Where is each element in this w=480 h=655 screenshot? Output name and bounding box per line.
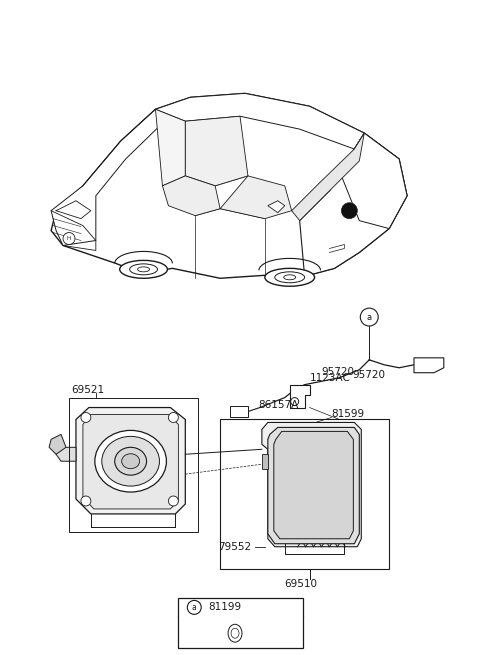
Circle shape	[168, 496, 179, 506]
Circle shape	[187, 601, 201, 614]
Ellipse shape	[265, 269, 314, 286]
Bar	[220, 419, 389, 569]
Polygon shape	[262, 455, 268, 469]
Polygon shape	[414, 358, 444, 373]
Circle shape	[168, 413, 179, 422]
Circle shape	[81, 413, 91, 422]
Text: 95720: 95720	[353, 369, 386, 380]
Bar	[69, 398, 198, 532]
Text: H: H	[67, 236, 71, 241]
Text: 95720: 95720	[321, 367, 354, 377]
Ellipse shape	[231, 628, 239, 638]
Polygon shape	[51, 109, 162, 246]
Polygon shape	[185, 116, 248, 186]
Ellipse shape	[228, 624, 242, 642]
Ellipse shape	[120, 261, 168, 278]
Ellipse shape	[115, 447, 146, 475]
Polygon shape	[51, 94, 407, 280]
Circle shape	[341, 203, 357, 219]
Ellipse shape	[138, 267, 150, 272]
Text: 86157A: 86157A	[258, 400, 298, 409]
Polygon shape	[262, 422, 361, 547]
Text: 1123AC: 1123AC	[310, 373, 350, 383]
Polygon shape	[300, 133, 407, 276]
Polygon shape	[76, 407, 185, 514]
Text: 69521: 69521	[71, 384, 104, 395]
Polygon shape	[230, 405, 248, 417]
Ellipse shape	[284, 275, 296, 280]
Polygon shape	[56, 447, 76, 461]
Bar	[179, 599, 302, 648]
Circle shape	[63, 233, 75, 244]
Circle shape	[81, 496, 91, 506]
Polygon shape	[268, 200, 285, 213]
Ellipse shape	[122, 454, 140, 469]
Polygon shape	[290, 384, 310, 407]
Polygon shape	[83, 415, 179, 509]
Text: 69510: 69510	[285, 578, 318, 588]
Polygon shape	[220, 176, 292, 219]
Text: 81199: 81199	[208, 603, 241, 612]
Ellipse shape	[95, 430, 167, 492]
Polygon shape	[292, 133, 364, 221]
Polygon shape	[268, 428, 360, 544]
Polygon shape	[156, 94, 364, 149]
Ellipse shape	[275, 272, 305, 283]
Ellipse shape	[130, 264, 157, 275]
Text: 79552: 79552	[218, 542, 251, 552]
Polygon shape	[156, 109, 185, 186]
Circle shape	[291, 398, 299, 405]
Circle shape	[360, 308, 378, 326]
Text: a: a	[367, 312, 372, 322]
Polygon shape	[49, 434, 66, 455]
Polygon shape	[339, 133, 407, 229]
Ellipse shape	[102, 436, 159, 486]
Text: a: a	[192, 603, 197, 612]
Text: 81599: 81599	[332, 409, 365, 419]
Polygon shape	[274, 432, 353, 539]
Polygon shape	[162, 176, 220, 215]
